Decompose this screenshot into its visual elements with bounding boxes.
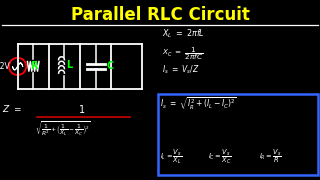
Text: $I_R=\dfrac{V_s}{R}$: $I_R=\dfrac{V_s}{R}$	[259, 148, 282, 165]
Text: Parallel RLC Circuit: Parallel RLC Circuit	[71, 6, 249, 24]
Text: $Z\ =$: $Z\ =$	[2, 103, 21, 114]
Text: R: R	[30, 61, 37, 71]
Text: $X_L\ =\ 2\pi fL$: $X_L\ =\ 2\pi fL$	[162, 28, 204, 40]
Text: $I_s\ =\ \sqrt{I_R^2+(I_L-I_C)^2}$: $I_s\ =\ \sqrt{I_R^2+(I_L-I_C)^2}$	[160, 96, 237, 112]
Circle shape	[9, 58, 26, 75]
Text: L: L	[66, 60, 73, 70]
Text: $I_L=\dfrac{V_s}{X_L}$: $I_L=\dfrac{V_s}{X_L}$	[160, 148, 182, 166]
FancyBboxPatch shape	[158, 94, 318, 175]
Text: $1$: $1$	[78, 103, 85, 115]
Text: C: C	[107, 61, 114, 71]
Text: $I_s\ =\ V_s/Z$: $I_s\ =\ V_s/Z$	[162, 63, 199, 76]
Text: 12V: 12V	[0, 62, 10, 71]
Text: $I_C=\dfrac{V_s}{X_C}$: $I_C=\dfrac{V_s}{X_C}$	[208, 148, 231, 166]
Text: $X_C\ =\ \dfrac{1}{2\pi fC}$: $X_C\ =\ \dfrac{1}{2\pi fC}$	[162, 46, 203, 62]
Text: $\sqrt{\dfrac{1}{R^2}+\left(\dfrac{1}{X_L}-\dfrac{1}{X_C}\right)^{\!2}}$: $\sqrt{\dfrac{1}{R^2}+\left(\dfrac{1}{X_…	[35, 119, 90, 137]
